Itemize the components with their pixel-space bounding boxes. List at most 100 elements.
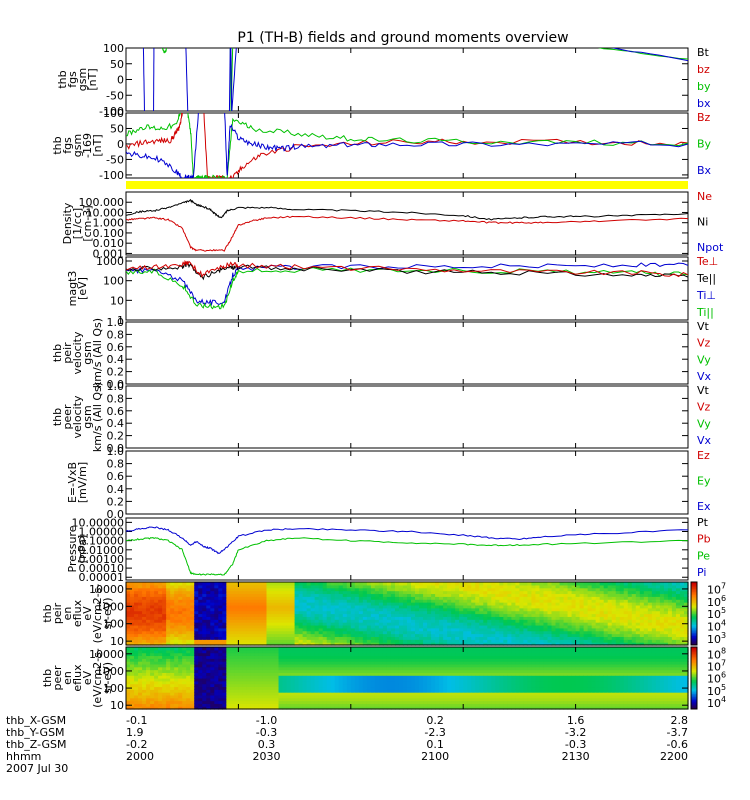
heatmap-cell [358,624,364,629]
y-tick-label: 100 [103,275,124,288]
heatmap-cell [378,658,384,662]
heatmap-cell [515,613,520,617]
heatmap-cell [398,610,404,615]
heatmap-cell [174,633,179,638]
heatmap-cell [218,661,223,665]
heatmap-cell [174,610,179,615]
heatmap-cell [366,616,372,620]
heatmap-cell [358,663,364,668]
heatmap-cell [230,703,235,707]
heatmap-cell [246,658,252,662]
heatmap-cell [643,627,649,632]
heatmap-cell [134,593,139,597]
heatmap-cell [314,683,320,688]
heatmap-cell [166,680,171,685]
heatmap-cell [503,610,508,615]
heatmap-cell [531,619,537,623]
heatmap-cell [342,622,348,626]
heatmap-cell [250,590,256,595]
heatmap-cell [467,630,472,635]
heatmap-cell [334,633,340,638]
heatmap-cell [250,694,256,699]
heatmap-cell [138,647,143,651]
heatmap-cell [358,596,364,600]
heatmap-cell [146,599,151,603]
heatmap-cell [282,655,288,659]
heatmap-cell [126,582,131,586]
heatmap-cell [350,607,356,612]
heatmap-cell [411,590,416,595]
y-axis-label: E=-VxB[mV/m] [66,462,89,503]
heatmap-cell [254,599,260,603]
heatmap-cell [378,661,384,665]
heatmap-cell [338,666,344,671]
heatmap-cell [230,636,235,640]
heatmap-cell [138,697,143,702]
heatmap-cell [679,596,685,600]
heatmap-cell [226,636,231,640]
heatmap-cell [435,639,440,643]
heatmap-cell [483,630,488,635]
heatmap-cell [270,692,276,696]
heatmap-cell [178,700,183,704]
heatmap-cell [358,669,364,673]
heatmap-cell [463,630,468,635]
heatmap-cell [298,604,304,609]
y-tick-label: 0.00010 [79,562,125,575]
heatmap-cell [254,683,260,688]
heatmap-cell [270,624,276,629]
heatmap-cell [655,639,661,643]
heatmap-cell [302,661,308,665]
heatmap-cell [274,700,280,704]
heatmap-cell [246,630,252,635]
heatmap-cell [314,672,320,676]
heatmap-cell [142,602,147,606]
heatmap-cell [390,675,396,679]
heatmap-cell [194,680,199,685]
panel-frame [125,450,689,515]
heatmap-cell [563,590,569,595]
heatmap-cell [246,633,252,638]
heatmap-cell [334,703,340,707]
heatmap-cell [266,694,272,699]
heatmap-cell [374,686,380,690]
colorbar-segment [691,600,697,603]
heatmap-cell [302,602,308,606]
heatmap-cell [559,633,565,638]
heatmap-cell [647,630,653,635]
heatmap-cell [234,613,239,617]
heatmap-cell [242,683,248,688]
y-axis-label-line: thb [51,408,64,426]
heatmap-cell [463,624,468,629]
heatmap-cell [126,689,131,693]
heatmap-cell [222,680,227,685]
heatmap-cell [206,647,211,651]
heatmap-cell [579,633,585,638]
heatmap-cell [631,639,637,643]
y-tick-label: 1.00000 [79,526,125,539]
heatmap-cell [675,584,681,589]
heatmap-cell [342,661,348,665]
heatmap-cell [298,689,304,693]
heatmap-cell [298,658,304,662]
heatmap-cell [306,694,312,699]
heatmap-cell [402,624,408,629]
heatmap-cell [234,596,239,600]
heatmap-cell [150,663,155,668]
heatmap-cell [531,622,537,626]
heatmap-cell [338,633,344,638]
heatmap-cell [463,610,468,615]
heatmap-cell [374,604,380,609]
heatmap-cell [294,686,300,690]
heatmap-cell [194,672,199,676]
heatmap-cell [154,593,159,597]
heatmap-cell [499,607,504,612]
heatmap-cell [635,627,641,632]
heatmap-cell [254,661,260,665]
heatmap-cell [150,683,155,688]
heatmap-cell [587,584,593,589]
series-pi [126,526,688,555]
heatmap-cell [246,694,252,699]
heatmap-cell [495,636,500,640]
heatmap-cell [651,636,657,640]
